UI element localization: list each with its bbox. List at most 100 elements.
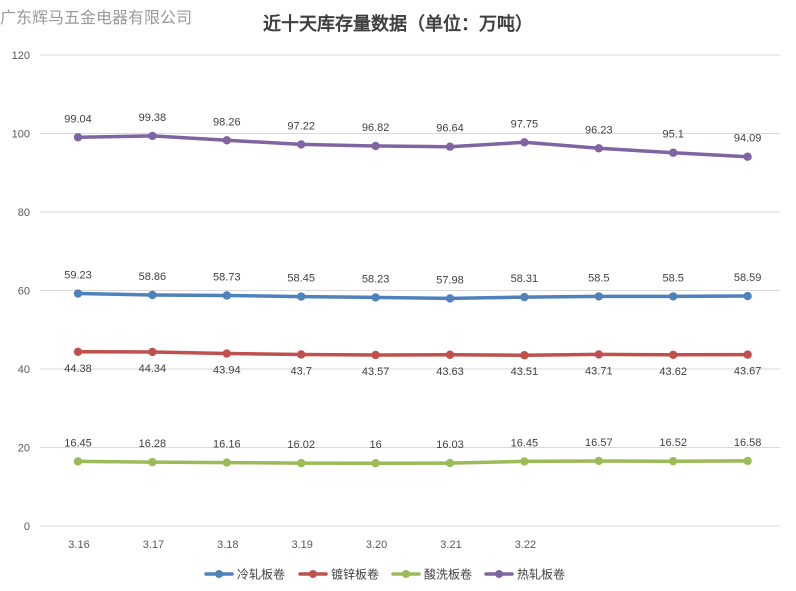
data-label: 95.1 (662, 129, 683, 141)
data-point (371, 141, 380, 151)
data-point (520, 292, 529, 302)
data-point (222, 291, 231, 300)
data-label: 16.58 (734, 437, 762, 449)
data-point (594, 292, 603, 301)
data-label: 58.31 (511, 273, 539, 285)
data-point (222, 349, 231, 358)
data-label: 58.45 (287, 273, 315, 285)
legend-label: 酸洗板卷 (424, 567, 472, 582)
data-point (520, 457, 529, 466)
data-label: 97.22 (287, 120, 315, 132)
data-point (73, 133, 83, 142)
data-point (669, 456, 678, 466)
watermark: 广东辉马五金电器有限公司 (0, 8, 193, 27)
data-label: 58.73 (213, 271, 241, 283)
x-tick-label: 3.16 (68, 539, 89, 551)
data-label: 43.62 (659, 366, 687, 378)
data-point (148, 290, 157, 300)
data-label: 43.7 (290, 365, 311, 377)
data-point (520, 351, 529, 360)
series-line (76, 134, 750, 159)
data-label: 44.38 (64, 363, 92, 375)
legend-marker-point (495, 570, 503, 578)
data-point (669, 292, 678, 301)
y-tick-label: 80 (18, 207, 30, 219)
data-label: 58.5 (662, 272, 683, 284)
data-label: 16 (369, 439, 381, 451)
data-point (297, 140, 306, 149)
data-point (222, 458, 231, 467)
data-point (669, 148, 678, 157)
data-point (743, 152, 752, 161)
data-point (520, 138, 529, 147)
data-point (148, 347, 157, 357)
data-label: 16.03 (436, 439, 464, 451)
series-line (76, 291, 750, 301)
data-label: 58.59 (734, 272, 762, 284)
data-point (297, 292, 306, 301)
data-point (445, 458, 455, 468)
data-label: 43.94 (213, 365, 241, 377)
legend-marker-point (215, 570, 223, 578)
data-label: 43.71 (585, 365, 613, 377)
data-label: 58.5 (588, 272, 609, 284)
data-point (743, 291, 752, 301)
data-point (371, 350, 380, 360)
legend-label: 镀锌板卷 (331, 567, 379, 582)
data-point (594, 456, 603, 466)
data-label: 96.23 (585, 124, 613, 136)
data-point (73, 347, 83, 357)
data-label: 57.98 (436, 274, 464, 286)
data-point (445, 142, 455, 151)
data-point (148, 457, 157, 467)
data-point (743, 350, 752, 359)
data-label: 97.75 (511, 118, 539, 130)
data-label: 16.57 (585, 437, 613, 449)
series-line (76, 350, 750, 357)
data-label: 98.26 (213, 116, 241, 128)
data-label: 58.23 (362, 273, 390, 285)
data-label: 43.67 (734, 366, 762, 378)
legend-label: 冷轧板卷 (237, 567, 285, 582)
data-point (594, 144, 603, 153)
chart-title: 近十天库存量数据（单位：万吨） (263, 14, 533, 35)
y-tick-label: 120 (12, 50, 30, 62)
data-label: 16.02 (287, 439, 315, 451)
data-label: 16.16 (213, 439, 241, 451)
data-point (594, 350, 603, 359)
x-tick-label: 3.22 (515, 539, 536, 551)
data-point (445, 294, 455, 303)
x-tick-label: 3.20 (366, 539, 387, 551)
data-label: 16.45 (64, 437, 92, 449)
y-tick-label: 60 (18, 286, 30, 298)
data-label: 16.45 (511, 437, 539, 449)
data-label: 44.34 (139, 363, 167, 375)
data-point (148, 131, 157, 141)
data-label: 99.38 (139, 112, 167, 124)
data-point (669, 350, 678, 359)
x-tick-label: 3.18 (217, 539, 238, 551)
data-label: 59.23 (64, 270, 92, 282)
x-tick-label: 3.19 (291, 539, 312, 551)
y-tick-label: 20 (18, 443, 30, 455)
data-label: 43.63 (436, 366, 464, 378)
data-point (297, 458, 306, 468)
legend-marker-point (402, 570, 410, 578)
data-label: 16.28 (139, 438, 167, 450)
data-label: 16.52 (659, 437, 687, 449)
data-label: 99.04 (64, 113, 92, 125)
data-label: 94.09 (734, 133, 762, 145)
y-tick-label: 40 (18, 364, 30, 376)
series-line (76, 459, 750, 465)
data-point (371, 293, 380, 302)
data-point (445, 350, 455, 359)
legend-label: 热轧板卷 (517, 567, 565, 582)
data-label: 43.57 (362, 366, 390, 378)
data-label: 96.64 (436, 123, 464, 135)
data-label: 96.82 (362, 122, 390, 134)
data-point (371, 459, 380, 468)
data-point (73, 457, 83, 466)
x-tick-label: 3.17 (143, 539, 164, 551)
